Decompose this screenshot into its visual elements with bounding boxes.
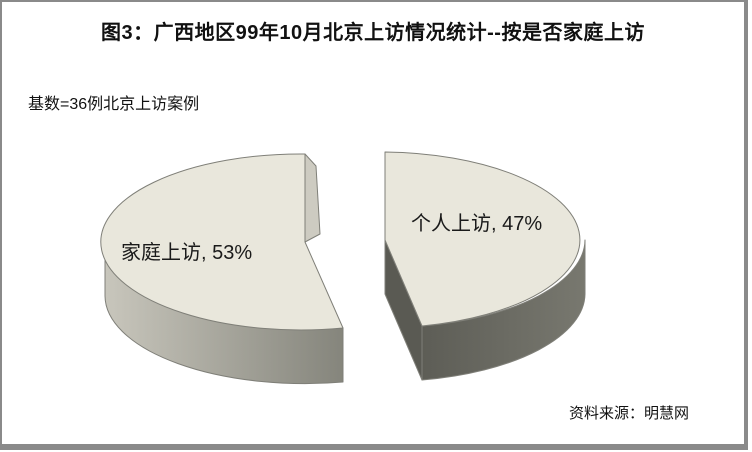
pie-slice-individual[interactable] <box>384 151 586 381</box>
chart-title: 图3：广西地区99年10月北京上访情况统计--按是否家庭上访 <box>101 22 645 44</box>
base-count-note: 基数=36例北京上访案例 <box>28 96 200 113</box>
slice-label-family: 家庭上访, 53% <box>121 242 253 264</box>
slice-label-individual: 个人上访, 47% <box>411 213 543 235</box>
pie-slice-family[interactable] <box>100 153 344 385</box>
pie-slice-individual-top <box>384 151 581 327</box>
pie-slice-family-top <box>100 153 344 331</box>
pie-slice-family-cut-face <box>304 153 321 243</box>
pie-slice-individual-rim <box>421 239 586 381</box>
source-note: 资料来源：明慧网 <box>569 405 690 422</box>
